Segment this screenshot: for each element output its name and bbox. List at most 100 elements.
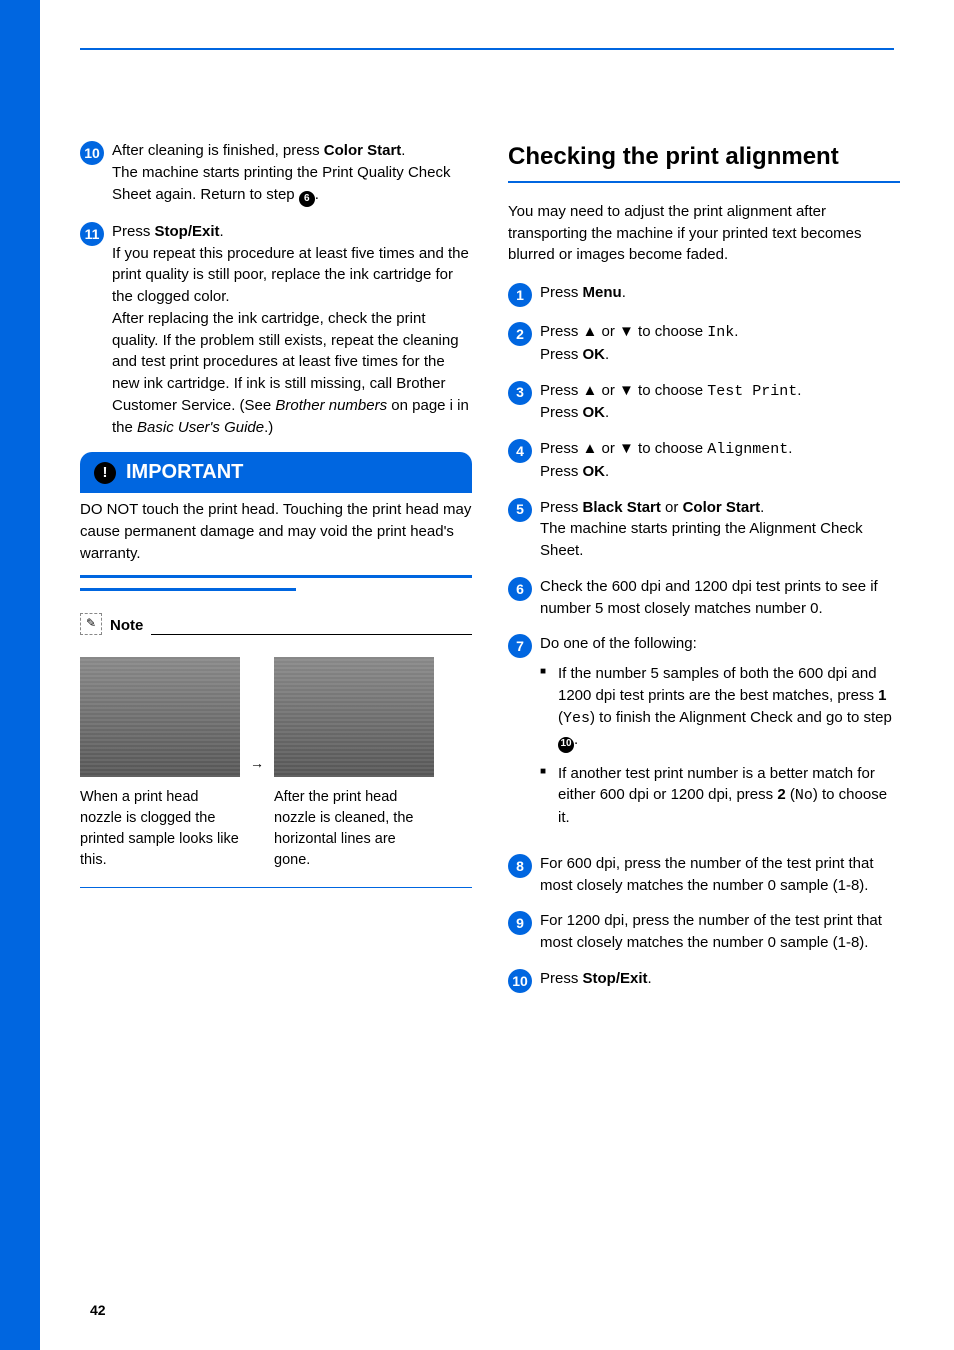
- text-italic: Basic User's Guide: [137, 419, 264, 436]
- text-mono: Test Print: [707, 383, 797, 400]
- step-badge: 1: [508, 283, 532, 307]
- text-bold: Color Start: [324, 142, 402, 159]
- step-1: 1 Press Menu.: [508, 282, 900, 307]
- text: .: [220, 223, 224, 240]
- step-badge: 6: [508, 577, 532, 601]
- important-label: IMPORTANT: [126, 458, 243, 487]
- text-bold: 1: [878, 687, 886, 704]
- important-header: ! IMPORTANT: [80, 452, 472, 493]
- step-3: 3 Press ▲ or ▼ to choose Test Print. Pre…: [508, 380, 900, 425]
- right-column: Checking the print alignment You may nee…: [508, 140, 900, 1007]
- step-badge: 5: [508, 498, 532, 522]
- text: Press ▲ or ▼ to choose: [540, 440, 707, 457]
- arrow-icon: →: [250, 753, 264, 773]
- text: ) to finish the Alignment Check and go t…: [590, 709, 892, 726]
- bullet-list: If the number 5 samples of both the 600 …: [540, 663, 900, 829]
- text: .: [788, 440, 792, 457]
- text: .: [797, 382, 801, 399]
- step-body: Press Black Start or Color Start. The ma…: [540, 497, 900, 562]
- step-badge: 10: [80, 141, 104, 165]
- step-body: Check the 600 dpi and 1200 dpi test prin…: [540, 576, 900, 620]
- note-header: ✎ Note: [80, 613, 472, 635]
- warning-icon: !: [94, 462, 116, 484]
- step-2: 2 Press ▲ or ▼ to choose Ink. Press OK.: [508, 321, 900, 366]
- text-bold: Menu: [583, 284, 622, 301]
- step-4: 4 Press ▲ or ▼ to choose Alignment. Pres…: [508, 438, 900, 483]
- important-body: DO NOT touch the print head. Touching th…: [80, 493, 472, 577]
- text: Press: [540, 463, 583, 480]
- sample-image-clogged: [80, 657, 240, 777]
- content-area: 10 After cleaning is finished, press Col…: [80, 140, 900, 1007]
- step-body: For 1200 dpi, press the number of the te…: [540, 910, 900, 954]
- step-8: 8 For 600 dpi, press the number of the t…: [508, 853, 900, 897]
- intro-text: You may need to adjust the print alignme…: [508, 201, 900, 266]
- text: The machine starts printing the Print Qu…: [112, 164, 450, 203]
- text-bold: Stop/Exit: [583, 970, 648, 987]
- text: Press: [540, 346, 583, 363]
- text-bold: OK: [583, 404, 606, 421]
- step-9: 9 For 1200 dpi, press the number of the …: [508, 910, 900, 954]
- step-7: 7 Do one of the following: If the number…: [508, 633, 900, 839]
- note-rule: [151, 634, 472, 635]
- step-body: Press ▲ or ▼ to choose Test Print. Press…: [540, 380, 900, 425]
- text: .: [401, 142, 405, 159]
- step-badge: 9: [508, 911, 532, 935]
- text-bold: Black Start: [583, 499, 661, 516]
- text: Do one of the following:: [540, 635, 697, 652]
- note-images: When a print head nozzle is clogged the …: [80, 657, 472, 871]
- text-bold: OK: [583, 346, 606, 363]
- step-body: Press Menu.: [540, 282, 900, 307]
- step-badge: 3: [508, 381, 532, 405]
- text: .: [605, 346, 609, 363]
- note-label: Note: [110, 615, 143, 637]
- text: or: [661, 499, 683, 516]
- sidebar-stripe: [0, 0, 40, 1350]
- page-number: 42: [90, 1300, 106, 1320]
- text-bold: Color Start: [683, 499, 761, 516]
- text: .: [734, 323, 738, 340]
- note-after: After the print head nozzle is cleaned, …: [274, 657, 434, 871]
- left-column: 10 After cleaning is finished, press Col…: [80, 140, 472, 1007]
- step-badge: 11: [80, 222, 104, 246]
- step-body: Press ▲ or ▼ to choose Alignment. Press …: [540, 438, 900, 483]
- text-mono: No: [795, 787, 813, 804]
- text: Press: [540, 404, 583, 421]
- step-badge: 4: [508, 439, 532, 463]
- step-ref-icon: 10: [558, 737, 574, 753]
- text-italic: Brother numbers: [275, 397, 387, 414]
- text-bold: 2: [777, 786, 785, 803]
- step-body: For 600 dpi, press the number of the tes…: [540, 853, 900, 897]
- step-badge: 10: [508, 969, 532, 993]
- text: .: [760, 499, 764, 516]
- text: After cleaning is finished, press: [112, 142, 324, 159]
- text: Press ▲ or ▼ to choose: [540, 323, 707, 340]
- step-body: Press Stop/Exit.: [540, 968, 900, 993]
- step-body: Press ▲ or ▼ to choose Ink. Press OK.: [540, 321, 900, 366]
- text: .): [264, 419, 273, 436]
- text-bold: Stop/Exit: [155, 223, 220, 240]
- step-11: 11 Press Stop/Exit. If you repeat this p…: [80, 221, 472, 439]
- text: Press: [540, 284, 583, 301]
- note-end-rule: [80, 887, 472, 888]
- sample-image-cleaned: [274, 657, 434, 777]
- text: Press: [540, 499, 583, 516]
- step-body: Do one of the following: If the number 5…: [540, 633, 900, 839]
- step-ref-icon: 6: [299, 191, 315, 207]
- text: .: [315, 186, 319, 203]
- step-badge: 8: [508, 854, 532, 878]
- text: .: [605, 404, 609, 421]
- text: The machine starts printing the Alignmen…: [540, 520, 863, 559]
- caption: When a print head nozzle is clogged the …: [80, 787, 240, 871]
- important-tail-rule: [80, 588, 296, 591]
- text-mono: Yes: [563, 710, 590, 727]
- text: .: [574, 731, 578, 748]
- step-6: 6 Check the 600 dpi and 1200 dpi test pr…: [508, 576, 900, 620]
- caption: After the print head nozzle is cleaned, …: [274, 787, 434, 871]
- note-icon: ✎: [80, 613, 102, 635]
- step-body: After cleaning is finished, press Color …: [112, 140, 472, 207]
- step-badge: 2: [508, 322, 532, 346]
- text: Press ▲ or ▼ to choose: [540, 382, 707, 399]
- step-badge: 7: [508, 634, 532, 658]
- section-heading: Checking the print alignment: [508, 140, 900, 183]
- text-mono: Alignment: [707, 441, 788, 458]
